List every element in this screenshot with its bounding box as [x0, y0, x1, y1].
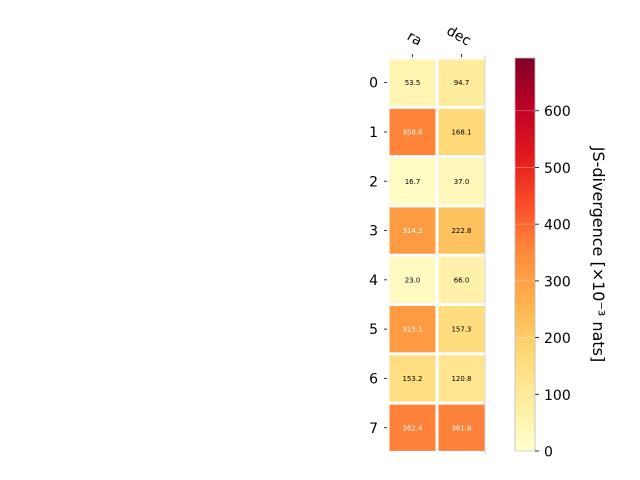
cell-value-label: 222.8: [451, 227, 471, 235]
row-label: 5: [369, 322, 378, 338]
cell-value-label: 362.4: [402, 424, 423, 432]
heatmap-cell: [389, 108, 436, 156]
cell-value-label: 314.3: [402, 227, 422, 235]
colorbar: [514, 57, 536, 452]
row-label: 7: [369, 421, 378, 437]
cell-value-label: 37.0: [454, 178, 470, 186]
row-labels: 0 1 2 3 4 5 6 7: [369, 76, 387, 437]
colorbar-tick-label: 600: [544, 104, 571, 120]
heatmap-cell: [389, 306, 436, 353]
row-label: 6: [369, 371, 378, 387]
cell-value-label: 120.8: [451, 375, 471, 383]
colorbar-tick-label: 0: [544, 445, 553, 461]
colorbar-tick-label: 300: [544, 274, 571, 290]
heatmap-cell: [438, 158, 485, 205]
heatmap-cell: [438, 404, 485, 451]
heatmap-cell: [389, 404, 436, 451]
heatmap-cell: [389, 207, 436, 254]
cell-value-label: 16.7: [405, 178, 421, 186]
cell-value-label: 153.2: [402, 375, 422, 383]
colorbar-tick-label: 400: [544, 218, 571, 234]
column-label: dec: [444, 23, 474, 49]
cell-value-label: 66.0: [454, 276, 470, 284]
row-label: 3: [369, 224, 378, 240]
colorbar-tick-label: 100: [544, 388, 571, 404]
cell-value-label: 23.0: [405, 276, 421, 284]
heatmap-cell: [438, 355, 485, 402]
heatmap-cell: [389, 158, 436, 205]
heatmap-cell: [438, 59, 485, 106]
colorbar-label: JS-divergence [×10⁻³ nats]: [589, 146, 608, 362]
column-labels: ra dec: [404, 23, 474, 57]
colorbar-ticks: 0 100 200 300 400 500 600: [515, 104, 571, 461]
cell-value-label: 358.6: [402, 128, 423, 136]
cell-value-label: 157.3: [451, 326, 471, 334]
heatmap-cell: [389, 59, 436, 106]
row-label: 0: [369, 76, 378, 92]
heatmap-cell: [438, 306, 485, 353]
cell-value-label: 361.8: [451, 424, 471, 432]
cell-value-label: 94.7: [454, 79, 470, 87]
heatmap-cell: [438, 207, 485, 254]
heatmap-cell: [389, 256, 436, 303]
cell-value-label: 168.1: [451, 128, 471, 136]
heatmap-cell: [438, 256, 485, 303]
colorbar-tick-label: 200: [544, 331, 571, 347]
colorbar-tick-label: 500: [544, 161, 571, 177]
cell-value-label: 315.1: [402, 326, 422, 334]
row-label: 1: [369, 125, 378, 141]
row-label: 2: [369, 174, 378, 190]
column-label: ra: [404, 28, 424, 49]
cell-value-label: 53.5: [405, 79, 421, 87]
heatmap-cell: [438, 108, 485, 156]
heatmap-cell: [389, 355, 436, 402]
heatmap-cells: 53.5 94.7 358.6 168.1 16.7 37.0 314.3 222.8 23.0…: [389, 56, 486, 455]
row-label: 4: [369, 273, 378, 289]
